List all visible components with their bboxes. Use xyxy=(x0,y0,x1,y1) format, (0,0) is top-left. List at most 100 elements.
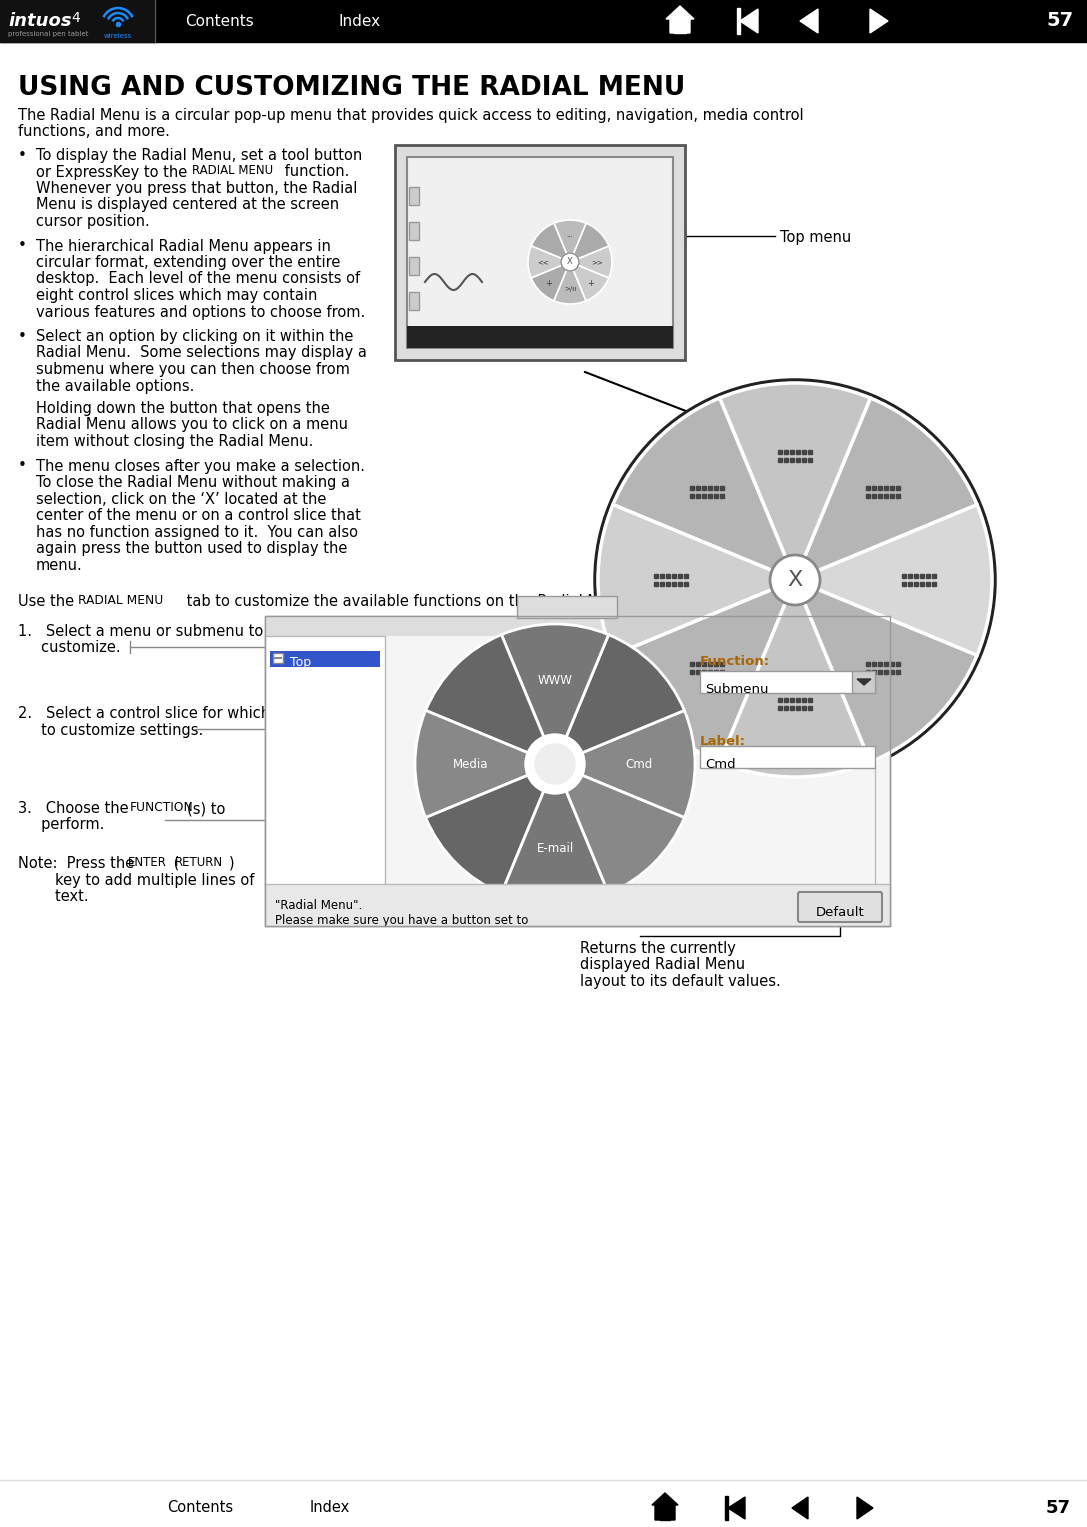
Bar xyxy=(702,661,707,666)
Bar xyxy=(896,495,900,498)
Wedge shape xyxy=(415,710,555,817)
Text: layout to its default values.: layout to its default values. xyxy=(580,974,780,989)
Text: To display the Radial Menu, set a tool button: To display the Radial Menu, set a tool b… xyxy=(36,148,362,163)
Text: Index: Index xyxy=(339,14,382,29)
Bar xyxy=(877,670,882,673)
Wedge shape xyxy=(613,580,795,762)
Bar xyxy=(409,221,418,240)
Text: Please make sure you have a button set to: Please make sure you have a button set t… xyxy=(275,915,528,927)
Text: +: + xyxy=(588,278,595,287)
Bar xyxy=(865,486,870,490)
Text: +: + xyxy=(546,278,552,287)
Bar xyxy=(884,495,888,498)
Wedge shape xyxy=(613,399,795,580)
Bar xyxy=(697,661,700,666)
Bar xyxy=(778,698,782,702)
Text: RETURN: RETURN xyxy=(175,857,223,869)
Bar xyxy=(784,698,788,702)
Bar xyxy=(690,670,695,673)
Text: professional pen tablet: professional pen tablet xyxy=(8,31,88,37)
Bar xyxy=(889,661,894,666)
Wedge shape xyxy=(501,764,609,904)
Polygon shape xyxy=(666,6,694,34)
Text: function.: function. xyxy=(280,165,349,180)
Wedge shape xyxy=(555,710,695,817)
Text: Radial Menu: Radial Menu xyxy=(528,600,605,612)
Bar xyxy=(790,698,794,702)
Bar xyxy=(802,450,805,454)
Bar xyxy=(684,582,688,586)
Text: The menu closes after you make a selection.: The menu closes after you make a selecti… xyxy=(36,458,365,473)
Bar xyxy=(270,651,380,667)
Bar xyxy=(796,705,800,710)
Bar xyxy=(926,582,930,586)
Text: item without closing the Radial Menu.: item without closing the Radial Menu. xyxy=(36,434,313,449)
Polygon shape xyxy=(800,9,819,34)
Bar xyxy=(690,486,695,490)
Bar xyxy=(784,450,788,454)
Text: text.: text. xyxy=(18,889,89,904)
Bar xyxy=(908,582,912,586)
Text: <<: << xyxy=(537,260,549,266)
Text: •: • xyxy=(18,148,27,163)
Text: has no function assigned to it.  You can also: has no function assigned to it. You can … xyxy=(36,524,358,539)
Bar xyxy=(889,486,894,490)
Text: customize.: customize. xyxy=(18,640,121,655)
Bar xyxy=(784,705,788,710)
Text: USING AND CUSTOMIZING THE RADIAL MENU: USING AND CUSTOMIZING THE RADIAL MENU xyxy=(18,75,685,101)
Bar xyxy=(796,698,800,702)
Bar xyxy=(872,486,876,490)
Bar xyxy=(690,661,695,666)
Bar xyxy=(684,574,688,579)
Bar xyxy=(666,574,670,579)
Bar xyxy=(709,486,712,490)
Text: Media: Media xyxy=(453,757,489,771)
Bar xyxy=(654,574,658,579)
Bar xyxy=(714,670,719,673)
Bar xyxy=(902,574,905,579)
Text: intuos: intuos xyxy=(8,12,72,31)
Wedge shape xyxy=(795,504,992,655)
Text: functions, and more.: functions, and more. xyxy=(18,124,170,139)
Polygon shape xyxy=(740,9,758,34)
Bar xyxy=(265,884,890,925)
Text: Contents: Contents xyxy=(167,1501,233,1515)
Bar xyxy=(678,574,682,579)
Text: 2.   Select a control slice for which: 2. Select a control slice for which xyxy=(18,705,271,721)
Bar xyxy=(908,574,912,579)
Bar xyxy=(920,574,924,579)
Bar xyxy=(702,495,707,498)
Text: 1.   Select a menu or submenu to: 1. Select a menu or submenu to xyxy=(18,625,263,638)
Bar xyxy=(678,582,682,586)
Bar xyxy=(265,637,385,886)
Wedge shape xyxy=(570,223,609,263)
Text: 57: 57 xyxy=(1046,1500,1071,1516)
Text: circular format, extending over the entire: circular format, extending over the enti… xyxy=(36,255,340,270)
Text: FUNCTION: FUNCTION xyxy=(130,802,193,814)
Text: └Media: └Media xyxy=(287,689,333,702)
Text: Cmd: Cmd xyxy=(625,757,652,771)
Bar xyxy=(409,257,418,275)
Text: submenu where you can then choose from: submenu where you can then choose from xyxy=(36,362,350,377)
Bar xyxy=(865,495,870,498)
Text: again press the button used to display the: again press the button used to display t… xyxy=(36,541,348,556)
Bar xyxy=(896,486,900,490)
Bar xyxy=(721,486,724,490)
Wedge shape xyxy=(570,263,609,301)
Text: •: • xyxy=(18,328,27,344)
Bar xyxy=(273,654,283,663)
Text: •: • xyxy=(18,238,27,253)
Text: desktop.  Each level of the menu consists of: desktop. Each level of the menu consists… xyxy=(36,272,360,287)
Bar xyxy=(896,661,900,666)
Bar xyxy=(884,486,888,490)
Bar xyxy=(407,157,673,348)
Text: Label:: Label: xyxy=(700,734,746,748)
Wedge shape xyxy=(532,223,570,263)
Text: Radial Menu.  Some selections may display a: Radial Menu. Some selections may display… xyxy=(36,345,367,360)
Wedge shape xyxy=(570,246,612,278)
Bar xyxy=(884,661,888,666)
Circle shape xyxy=(595,380,995,780)
Bar xyxy=(889,495,894,498)
Bar xyxy=(914,582,919,586)
Text: to customize settings.: to customize settings. xyxy=(18,722,203,738)
